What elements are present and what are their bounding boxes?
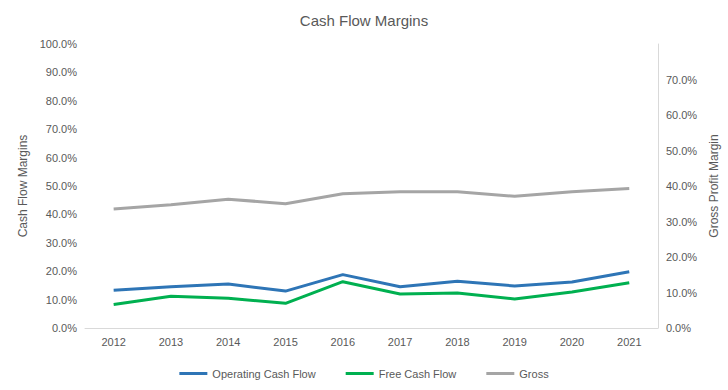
svg-text:Free Cash Flow: Free Cash Flow xyxy=(379,368,457,380)
svg-text:100.0%: 100.0% xyxy=(40,38,78,50)
svg-text:50.0%: 50.0% xyxy=(46,180,77,192)
svg-text:10.0%: 10.0% xyxy=(46,294,77,306)
svg-text:90.0%: 90.0% xyxy=(46,66,77,78)
svg-text:2012: 2012 xyxy=(101,336,125,348)
svg-text:Gross: Gross xyxy=(519,368,549,380)
svg-text:2021: 2021 xyxy=(617,336,641,348)
svg-text:20.0%: 20.0% xyxy=(666,251,697,263)
svg-text:70.0%: 70.0% xyxy=(46,123,77,135)
svg-text:0.0%: 0.0% xyxy=(666,322,691,334)
svg-text:2018: 2018 xyxy=(445,336,469,348)
svg-text:30.0%: 30.0% xyxy=(666,216,697,228)
svg-text:40.0%: 40.0% xyxy=(46,208,77,220)
svg-text:0.0%: 0.0% xyxy=(52,322,77,334)
svg-text:2015: 2015 xyxy=(273,336,297,348)
svg-text:60.0%: 60.0% xyxy=(666,109,697,121)
svg-text:40.0%: 40.0% xyxy=(666,180,697,192)
svg-text:80.0%: 80.0% xyxy=(46,95,77,107)
svg-text:70.0%: 70.0% xyxy=(666,74,697,86)
svg-text:20.0%: 20.0% xyxy=(46,265,77,277)
svg-text:10.0%: 10.0% xyxy=(666,287,697,299)
svg-text:Gross Profit Margin: Gross Profit Margin xyxy=(707,134,721,237)
svg-text:Cash Flow Margins: Cash Flow Margins xyxy=(16,135,30,238)
svg-text:2017: 2017 xyxy=(388,336,412,348)
svg-text:2019: 2019 xyxy=(502,336,526,348)
svg-text:50.0%: 50.0% xyxy=(666,145,697,157)
svg-text:2013: 2013 xyxy=(159,336,183,348)
svg-text:Cash Flow Margins: Cash Flow Margins xyxy=(300,12,428,29)
svg-text:2014: 2014 xyxy=(216,336,240,348)
svg-text:2016: 2016 xyxy=(331,336,355,348)
svg-text:2020: 2020 xyxy=(560,336,584,348)
svg-text:30.0%: 30.0% xyxy=(46,237,77,249)
svg-text:60.0%: 60.0% xyxy=(46,152,77,164)
svg-text:Operating Cash Flow: Operating Cash Flow xyxy=(212,368,315,380)
